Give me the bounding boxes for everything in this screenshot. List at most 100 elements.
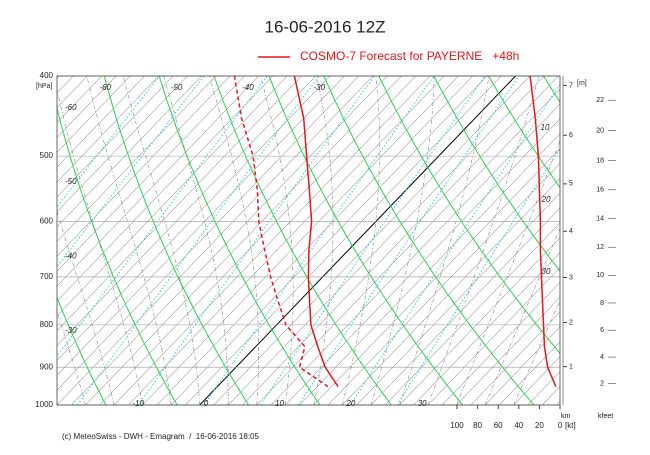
- title: 16-06-2016 12Z: [265, 17, 386, 36]
- kfeet-tick-label: 16: [596, 187, 604, 194]
- y-tick-label: 900: [40, 362, 54, 371]
- isotherm-label: -40: [242, 83, 254, 92]
- wind-tick-label: 60: [494, 421, 503, 430]
- dry-adiabat: [488, 76, 560, 189]
- wind-label: 20: [541, 195, 551, 204]
- isotherm: [185, 76, 502, 405]
- km-tick-label: 5: [569, 181, 573, 188]
- isotherm: [0, 76, 45, 405]
- isotherm: [57, 76, 145, 168]
- km-tick-label: 2: [569, 319, 573, 326]
- moist-adiabat: [370, 76, 435, 405]
- isotherm-label: -40: [65, 251, 77, 260]
- isotherm: [499, 341, 560, 405]
- y-tick-label: 600: [40, 217, 54, 226]
- isotherm: [327, 163, 560, 405]
- wind-tick-label: 0: [558, 421, 563, 430]
- dry-adiabat: [543, 76, 560, 104]
- legend-label: COSMO-7 Forecast for PAYERNE +48h: [300, 49, 519, 63]
- isotherm-label: -60: [99, 83, 111, 92]
- mixing-ratio: [203, 76, 435, 405]
- dry-adiabat: [213, 76, 392, 405]
- plot-frame: [56, 75, 561, 406]
- isotherm: [399, 237, 560, 405]
- isotherm: [614, 76, 650, 405]
- isotherm: [585, 76, 650, 405]
- kfeet-tick-label: 10: [596, 272, 604, 279]
- kfeet-tick-label: 18: [596, 157, 604, 164]
- wind-tick-label: 40: [514, 421, 523, 430]
- kfeet-tick-label: 8: [600, 300, 604, 307]
- kfeet-tick-label: 2: [600, 380, 604, 387]
- wind-unit: [kt]: [565, 421, 576, 430]
- mixing-ratio: [260, 76, 486, 405]
- isotherm: [113, 76, 431, 405]
- isotherm-label: -50: [171, 83, 183, 92]
- isotherm: [270, 103, 560, 405]
- isotherm: [413, 252, 560, 405]
- wind-speed: [529, 75, 557, 387]
- isotherm: [0, 76, 30, 405]
- dewpoint-profile: [233, 75, 329, 388]
- isotherm: [484, 326, 560, 405]
- isotherm-label: 10: [275, 399, 284, 408]
- isotherm-label: -30: [65, 326, 77, 335]
- isotherm-label: -30: [313, 83, 325, 92]
- isotherm: [242, 76, 559, 405]
- kfeet-unit: kfeet: [598, 413, 613, 420]
- isotherm: [57, 76, 374, 405]
- isotherm: [57, 76, 202, 227]
- moist-adiabat: [86, 76, 172, 405]
- km-unit: km: [561, 413, 571, 420]
- wind-label: 30: [542, 267, 551, 276]
- moist-adiabat: [163, 76, 229, 405]
- isotherm: [356, 192, 560, 405]
- isotherm: [57, 76, 188, 213]
- isotherm: [628, 76, 650, 405]
- isotherm: [313, 148, 560, 405]
- wind-tick-label: 20: [535, 421, 544, 430]
- isotherm: [285, 118, 560, 405]
- isotherm: [427, 267, 560, 405]
- wind-tick-label: 100: [450, 421, 464, 430]
- kfeet-tick-label: 20: [596, 127, 604, 134]
- isotherm: [57, 76, 217, 242]
- isotherm-label: 20: [345, 399, 355, 408]
- moist-adiabat: [313, 76, 334, 405]
- isotherm: [541, 386, 560, 405]
- moist-adiabat: [122, 76, 200, 405]
- isotherm: [57, 76, 117, 138]
- kfeet-tick-label: 6: [600, 327, 604, 334]
- moist-adiabat: [484, 227, 560, 405]
- km-tick-label: 1: [569, 364, 573, 371]
- isotherm: [170, 76, 488, 405]
- y-tick-label: 500: [40, 151, 54, 160]
- y-tick-label: 800: [40, 320, 54, 329]
- moist-adiabat: [260, 76, 294, 405]
- isotherm: [256, 88, 560, 405]
- isotherm: [513, 356, 560, 405]
- dry-adiabat: [268, 76, 463, 405]
- dry-adiabat: [0, 76, 35, 405]
- isotherm: [99, 76, 416, 405]
- moist-adiabat: [342, 76, 380, 405]
- isotherm: [385, 222, 560, 405]
- isotherm-label: 30: [418, 399, 427, 408]
- isotherm: [85, 76, 402, 405]
- temperature-profile: [293, 75, 339, 388]
- isotherm: [57, 76, 259, 287]
- isotherm: [0, 76, 2, 405]
- moist-adiabat: [209, 76, 259, 405]
- isotherm: [57, 76, 74, 94]
- isotherm: [599, 76, 650, 405]
- km-tick-label: 6: [569, 132, 573, 139]
- kfeet-tick-label: 12: [596, 244, 604, 251]
- isotherm: [156, 76, 473, 405]
- isotherm: [228, 76, 545, 405]
- isotherm: [57, 76, 245, 272]
- isotherm: [57, 76, 345, 376]
- y-tick-label: 700: [40, 272, 54, 281]
- km-tick-label: 4: [569, 228, 573, 235]
- isotherm: [57, 76, 274, 302]
